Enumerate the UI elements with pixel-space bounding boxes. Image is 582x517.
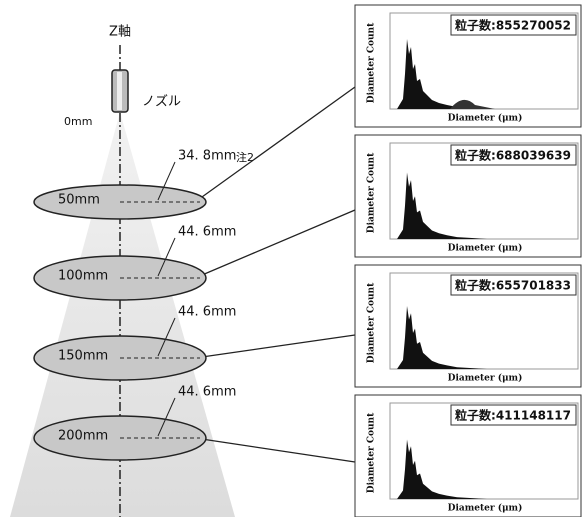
diameter-label: 44. 6mm	[178, 305, 236, 320]
x-axis-label: Diameter (μm)	[448, 503, 523, 514]
connector	[195, 210, 355, 278]
histogram-panel: Diameter Count Diameter (μm) 粒子数:655701833	[355, 265, 581, 387]
y-axis-label: Diameter Count	[367, 282, 377, 363]
distance-label: 50mm	[58, 193, 100, 208]
x-axis-label: Diameter (μm)	[448, 113, 523, 124]
histogram-panel: Diameter Count Diameter (μm) 粒子数:688039639	[355, 135, 581, 257]
diameter-label: 34. 8mm	[178, 149, 236, 164]
diameter-label: 44. 6mm	[178, 385, 236, 400]
y-axis-label: Diameter Count	[367, 152, 377, 233]
diameter-note: 注2	[236, 151, 254, 164]
z-axis-label: Z軸	[109, 25, 131, 40]
nozzle-label: ノズル	[142, 94, 181, 110]
particle-count: 粒子数:855270052	[455, 18, 571, 33]
particle-count: 粒子数:655701833	[455, 278, 571, 293]
histogram-panel: Diameter Count Diameter (μm) 粒子数:855270052	[355, 5, 581, 127]
panels: Diameter Count Diameter (μm) 粒子数:855270052…	[355, 5, 581, 517]
distance-label: 200mm	[58, 429, 108, 444]
y-axis-label: Diameter Count	[367, 412, 377, 493]
distance-label: 150mm	[58, 349, 108, 364]
origin-label: 0mm	[64, 115, 92, 128]
particle-count: 粒子数:688039639	[455, 148, 571, 163]
nozzle-highlight	[117, 72, 122, 110]
connector	[195, 87, 355, 202]
connector	[195, 438, 355, 462]
histogram-panel: Diameter Count Diameter (μm) 粒子数:411148117	[355, 395, 581, 517]
particle-count: 粒子数:411148117	[455, 408, 571, 423]
x-axis-label: Diameter (μm)	[448, 373, 523, 384]
distance-label: 100mm	[58, 269, 108, 284]
diagram: Z軸 ノズル 0mm 50mm 34. 8mm注2 100mm 44. 6mm 150m…	[0, 0, 582, 517]
diameter-label: 44. 6mm	[178, 225, 236, 240]
y-axis-label: Diameter Count	[367, 22, 377, 103]
connector	[195, 335, 355, 358]
x-axis-label: Diameter (μm)	[448, 243, 523, 254]
